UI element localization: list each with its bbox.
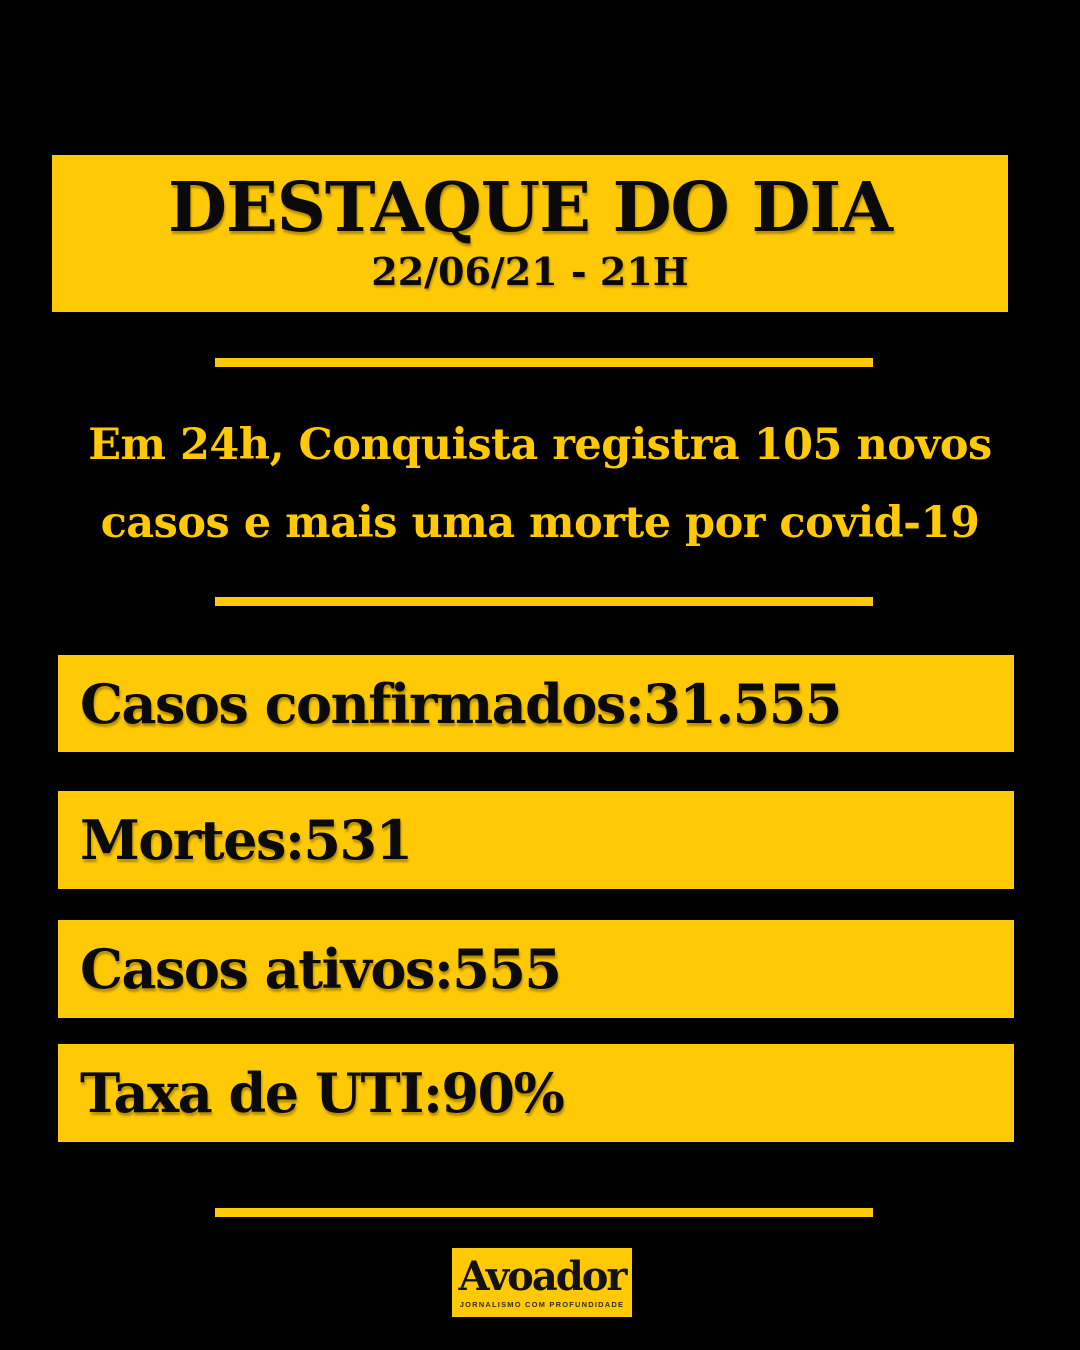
divider-top xyxy=(215,358,873,367)
logo-tagline: JORNALISMO COM PROFUNDIDADE xyxy=(459,1299,625,1309)
divider-middle xyxy=(215,597,873,606)
divider-bottom xyxy=(215,1208,873,1217)
stat-separator: : xyxy=(422,1061,443,1125)
stat-bar-icu-rate: Taxa de UTI: 90% xyxy=(58,1044,1014,1142)
headline: Em 24h, Conquista registra 105 novos cas… xyxy=(0,406,1080,562)
stat-separator: : xyxy=(624,671,645,736)
stat-label: Mortes xyxy=(80,808,286,872)
poster-datetime: 22/06/21 - 21H xyxy=(371,248,689,294)
stat-bar-confirmed-cases: Casos confirmados: 31.555 xyxy=(58,655,1014,752)
stat-bar-deaths: Mortes: 531 xyxy=(58,791,1014,889)
stat-value: 531 xyxy=(303,808,413,872)
logo-wordmark: Avoador xyxy=(458,1252,628,1300)
header-banner: DESTAQUE DO DIA 22/06/21 - 21H xyxy=(52,155,1008,312)
headline-line1: Em 24h, Conquista registra 105 novos xyxy=(88,420,992,470)
stat-separator: : xyxy=(284,808,305,872)
stat-label: Taxa de UTI xyxy=(80,1061,424,1125)
stat-bar-active-cases: Casos ativos: 555 xyxy=(58,920,1014,1018)
logo: Avoador JORNALISMO COM PROFUNDIDADE xyxy=(452,1248,632,1317)
stat-value: 31.555 xyxy=(643,671,842,736)
stat-label: Casos confirmados xyxy=(80,671,626,736)
headline-line2: casos e mais uma morte por covid-19 xyxy=(100,498,980,548)
stat-value: 90% xyxy=(441,1061,564,1125)
stat-separator: : xyxy=(433,937,454,1001)
stat-label: Casos ativos xyxy=(80,937,435,1001)
poster-title: DESTAQUE DO DIA xyxy=(167,168,893,249)
stat-value: 555 xyxy=(452,937,562,1001)
